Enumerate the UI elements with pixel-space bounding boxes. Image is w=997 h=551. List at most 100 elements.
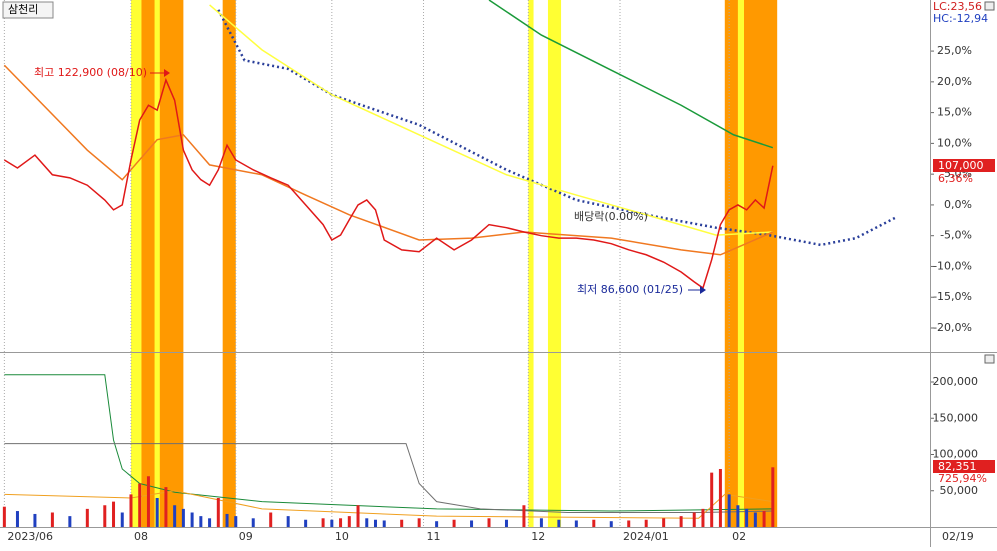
volume-bar <box>216 498 220 527</box>
volume-average-line <box>4 443 773 513</box>
volume-bar <box>103 505 107 527</box>
volume-bar <box>417 518 421 527</box>
volume-bar <box>146 476 150 527</box>
volume-bar <box>164 487 168 527</box>
y-tick-label: 15,0% <box>937 106 972 119</box>
title-box <box>2 1 54 19</box>
volume-bar <box>718 469 722 527</box>
volume-bar <box>321 518 325 527</box>
high-annotation: 최고 122,900 (08/10) <box>34 66 147 79</box>
y-tick-label: -10,0% <box>933 259 972 272</box>
volume-bar <box>400 519 404 527</box>
volume-bar <box>710 472 714 527</box>
highlight-band <box>154 0 160 527</box>
volume-bar <box>234 516 238 527</box>
price-line <box>3 64 774 256</box>
volume-bar <box>2 506 6 527</box>
volume-bar <box>487 518 491 527</box>
dividend-annotation: 배당락(0.00%) <box>574 210 648 223</box>
price-badge <box>933 159 995 172</box>
x-tick-label: 2024/01 <box>623 530 669 543</box>
volume-badge <box>933 460 995 473</box>
volume-bar <box>347 516 351 527</box>
volume-bar <box>736 505 740 527</box>
highlight-band <box>724 0 778 527</box>
y-tick-label: 100,000 <box>933 448 979 461</box>
x-tick-label: 10 <box>335 530 349 543</box>
volume-bar <box>452 519 456 527</box>
plot: 2023/06 08 09 10 11 12 2024/01 02 25,0% 20,0% 15,0… <box>2 0 979 543</box>
volume-bar <box>679 516 683 527</box>
x-tick-label: 08 <box>134 530 148 543</box>
volume-label: 82,351 <box>938 460 977 473</box>
volume-bar <box>365 518 369 527</box>
volume-bar <box>251 518 255 527</box>
volume-bar <box>662 518 666 527</box>
highlight-band <box>222 0 236 527</box>
volume-bar <box>15 511 19 527</box>
y-tick-label: 200,000 <box>933 375 979 388</box>
highlight-band <box>130 0 142 527</box>
volume-bar <box>609 521 613 527</box>
volume-bar <box>356 505 360 527</box>
volume-bar <box>269 512 273 527</box>
volume-bar <box>129 494 133 527</box>
price-line <box>209 4 773 236</box>
price-label: 107,000 <box>938 159 984 172</box>
volume-bar <box>373 519 377 527</box>
low-arrow-head <box>700 286 706 294</box>
volume-bar <box>112 501 116 527</box>
volume-bar <box>208 518 212 527</box>
low-annotation: 최저 86,600 (01/25) <box>577 283 683 296</box>
y-tick-label: 50,000 <box>940 484 979 497</box>
moving-average-dotted <box>217 9 896 247</box>
y-tick-label: 25,0% <box>937 44 972 57</box>
volume-bar <box>190 512 194 527</box>
x-tick-label: 11 <box>427 530 441 543</box>
volume-bar <box>762 511 766 527</box>
volume-bar <box>85 508 89 527</box>
volume-bar <box>627 520 631 527</box>
volume-bar <box>120 512 124 527</box>
lc-label: LC:23,56 <box>933 0 982 13</box>
ratio-label: 725,94% <box>938 472 987 485</box>
volume-bar <box>68 516 72 527</box>
panel-close[interactable] <box>984 1 995 11</box>
chart-title: 삼천리 <box>8 2 38 16</box>
volume-bar <box>181 508 185 527</box>
volume-bar <box>339 518 343 527</box>
x-tick-label: 2023/06 <box>7 530 53 543</box>
high-arrow-head <box>164 69 170 77</box>
change-label: 6,36% <box>938 172 973 185</box>
volume-bar <box>50 512 54 527</box>
volume-bar <box>753 512 757 527</box>
volume-bar <box>155 498 159 527</box>
volume-bar <box>304 519 308 527</box>
volume-bar <box>173 505 177 527</box>
y-tick-label: -20,0% <box>933 321 972 334</box>
volume-bar <box>701 508 705 527</box>
volume-bar <box>771 467 775 527</box>
volume-bar <box>592 519 596 527</box>
y-tick-label: -5,0% <box>940 229 972 242</box>
bands <box>130 0 778 527</box>
volume-bar <box>745 508 749 527</box>
highlight-band <box>737 0 744 527</box>
volume-bar <box>692 512 696 527</box>
volume-bar <box>470 520 474 527</box>
y-tick-label: 0,0% <box>944 198 972 211</box>
volume-bar <box>727 494 731 527</box>
volume-bar <box>33 513 37 527</box>
y-tick-label: 150,000 <box>933 411 979 424</box>
panel-close[interactable] <box>984 354 995 364</box>
y-tick-label: 20,0% <box>937 75 972 88</box>
y-tick-label: 10,0% <box>937 136 972 149</box>
volume-bar <box>199 516 203 527</box>
y-tick-label: -15,0% <box>933 290 972 303</box>
last-date-label: 02/19 <box>942 530 974 543</box>
x-tick-label: 02 <box>732 530 746 543</box>
volume-bar <box>539 518 543 527</box>
volume-bar <box>330 519 334 527</box>
